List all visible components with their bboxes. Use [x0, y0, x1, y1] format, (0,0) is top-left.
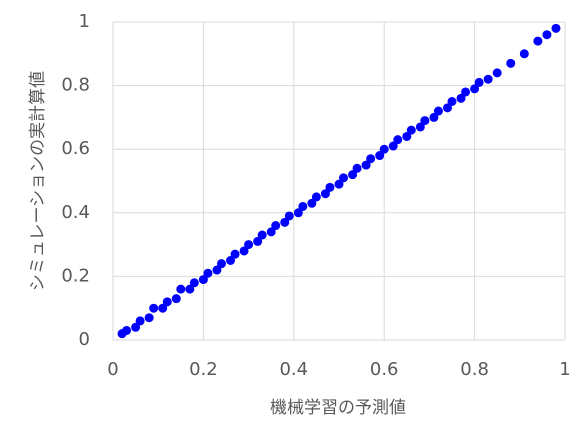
point — [226, 256, 236, 265]
point — [456, 93, 466, 103]
point — [144, 313, 154, 323]
point — [122, 325, 132, 335]
point — [474, 77, 484, 87]
point — [334, 179, 344, 189]
point — [406, 125, 416, 135]
point — [393, 135, 403, 145]
point — [339, 173, 349, 183]
point — [352, 163, 362, 173]
x-tick-label: 0.2 — [189, 359, 218, 380]
point — [492, 68, 502, 78]
point — [185, 284, 195, 294]
point — [483, 74, 493, 84]
point — [271, 221, 281, 231]
y-tick-label: 0.2 — [61, 265, 90, 286]
point — [171, 294, 181, 304]
x-tick-label: 1 — [559, 359, 570, 380]
point — [519, 49, 529, 59]
point — [429, 112, 439, 122]
point — [239, 246, 249, 256]
point — [176, 284, 186, 294]
point — [253, 236, 263, 246]
point — [216, 259, 226, 269]
point — [325, 182, 335, 192]
x-tick-label: 0.8 — [460, 359, 489, 380]
point — [447, 97, 457, 106]
y-axis-label: シミュレーションの実計算値 — [28, 71, 48, 291]
point — [375, 151, 385, 161]
point — [348, 170, 358, 180]
point — [551, 23, 561, 33]
point — [280, 217, 290, 227]
point — [149, 303, 159, 313]
point — [203, 268, 213, 278]
point — [298, 201, 308, 211]
y-tick-label: 0.4 — [61, 202, 90, 223]
y-tick-label: 0.8 — [61, 75, 90, 96]
point — [266, 227, 276, 237]
y-tick-label: 0.6 — [61, 138, 90, 159]
point — [230, 249, 240, 259]
point — [379, 144, 389, 154]
point — [244, 240, 254, 250]
point — [506, 58, 516, 68]
x-tick-label: 0.6 — [370, 359, 399, 380]
point — [320, 189, 330, 199]
y-tick-label: 1 — [79, 11, 90, 32]
x-tick-label: 0.4 — [279, 359, 308, 380]
x-axis-label: 機械学習の予測値 — [270, 398, 406, 418]
point — [388, 141, 398, 151]
point — [257, 230, 267, 240]
point — [361, 160, 371, 170]
point — [311, 192, 321, 202]
x-tick-label: 0 — [107, 359, 118, 380]
point — [402, 131, 412, 141]
point — [470, 84, 480, 94]
point — [293, 208, 303, 218]
point — [366, 154, 376, 164]
point — [135, 316, 145, 326]
point — [533, 36, 543, 46]
point — [307, 198, 317, 208]
point — [461, 87, 471, 97]
point — [442, 103, 452, 113]
y-tick-label: 0 — [79, 329, 90, 350]
point — [284, 211, 294, 221]
point — [198, 275, 208, 285]
point — [212, 265, 222, 275]
point — [131, 322, 141, 332]
point — [415, 122, 425, 132]
point — [433, 106, 443, 116]
point — [542, 30, 552, 40]
point — [189, 278, 199, 288]
point — [162, 297, 172, 307]
point — [158, 303, 168, 313]
point — [420, 116, 430, 126]
